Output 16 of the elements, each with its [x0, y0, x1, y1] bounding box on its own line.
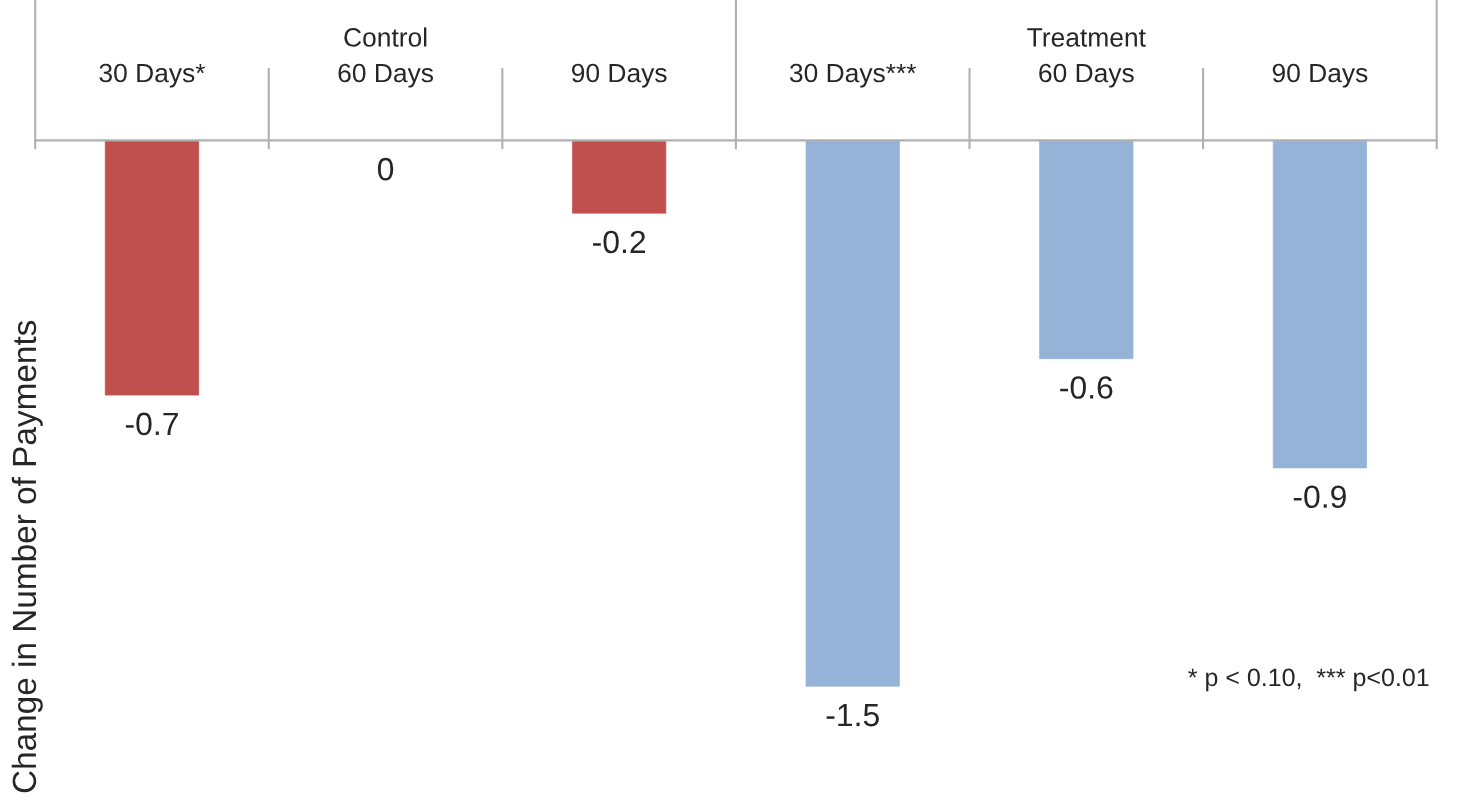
data-label: 0	[377, 157, 394, 181]
annotation: * p < 0.10, *** p<0.01	[1188, 668, 1429, 692]
x-tick-label: 90 Days	[571, 63, 667, 88]
data-label: -0.6	[1060, 376, 1113, 399]
x-tick-label: 60 Days	[1039, 63, 1134, 88]
x-tick-label: 30 Days***	[789, 63, 917, 88]
data-label: -1.5	[826, 704, 879, 727]
text: Treatment	[1027, 28, 1146, 47]
x-tick-label: 30 Days*	[99, 63, 206, 88]
data-label: -0.2	[593, 230, 646, 254]
y-axis-title: Change in Number of Payments	[11, 320, 43, 793]
data-label: -0.9	[1293, 485, 1346, 509]
text: Control	[344, 27, 427, 47]
x-tick-label: 90 Days	[1272, 63, 1368, 88]
x-tick-label: 60 Days	[338, 63, 434, 88]
data-label: -0.7	[125, 412, 178, 436]
